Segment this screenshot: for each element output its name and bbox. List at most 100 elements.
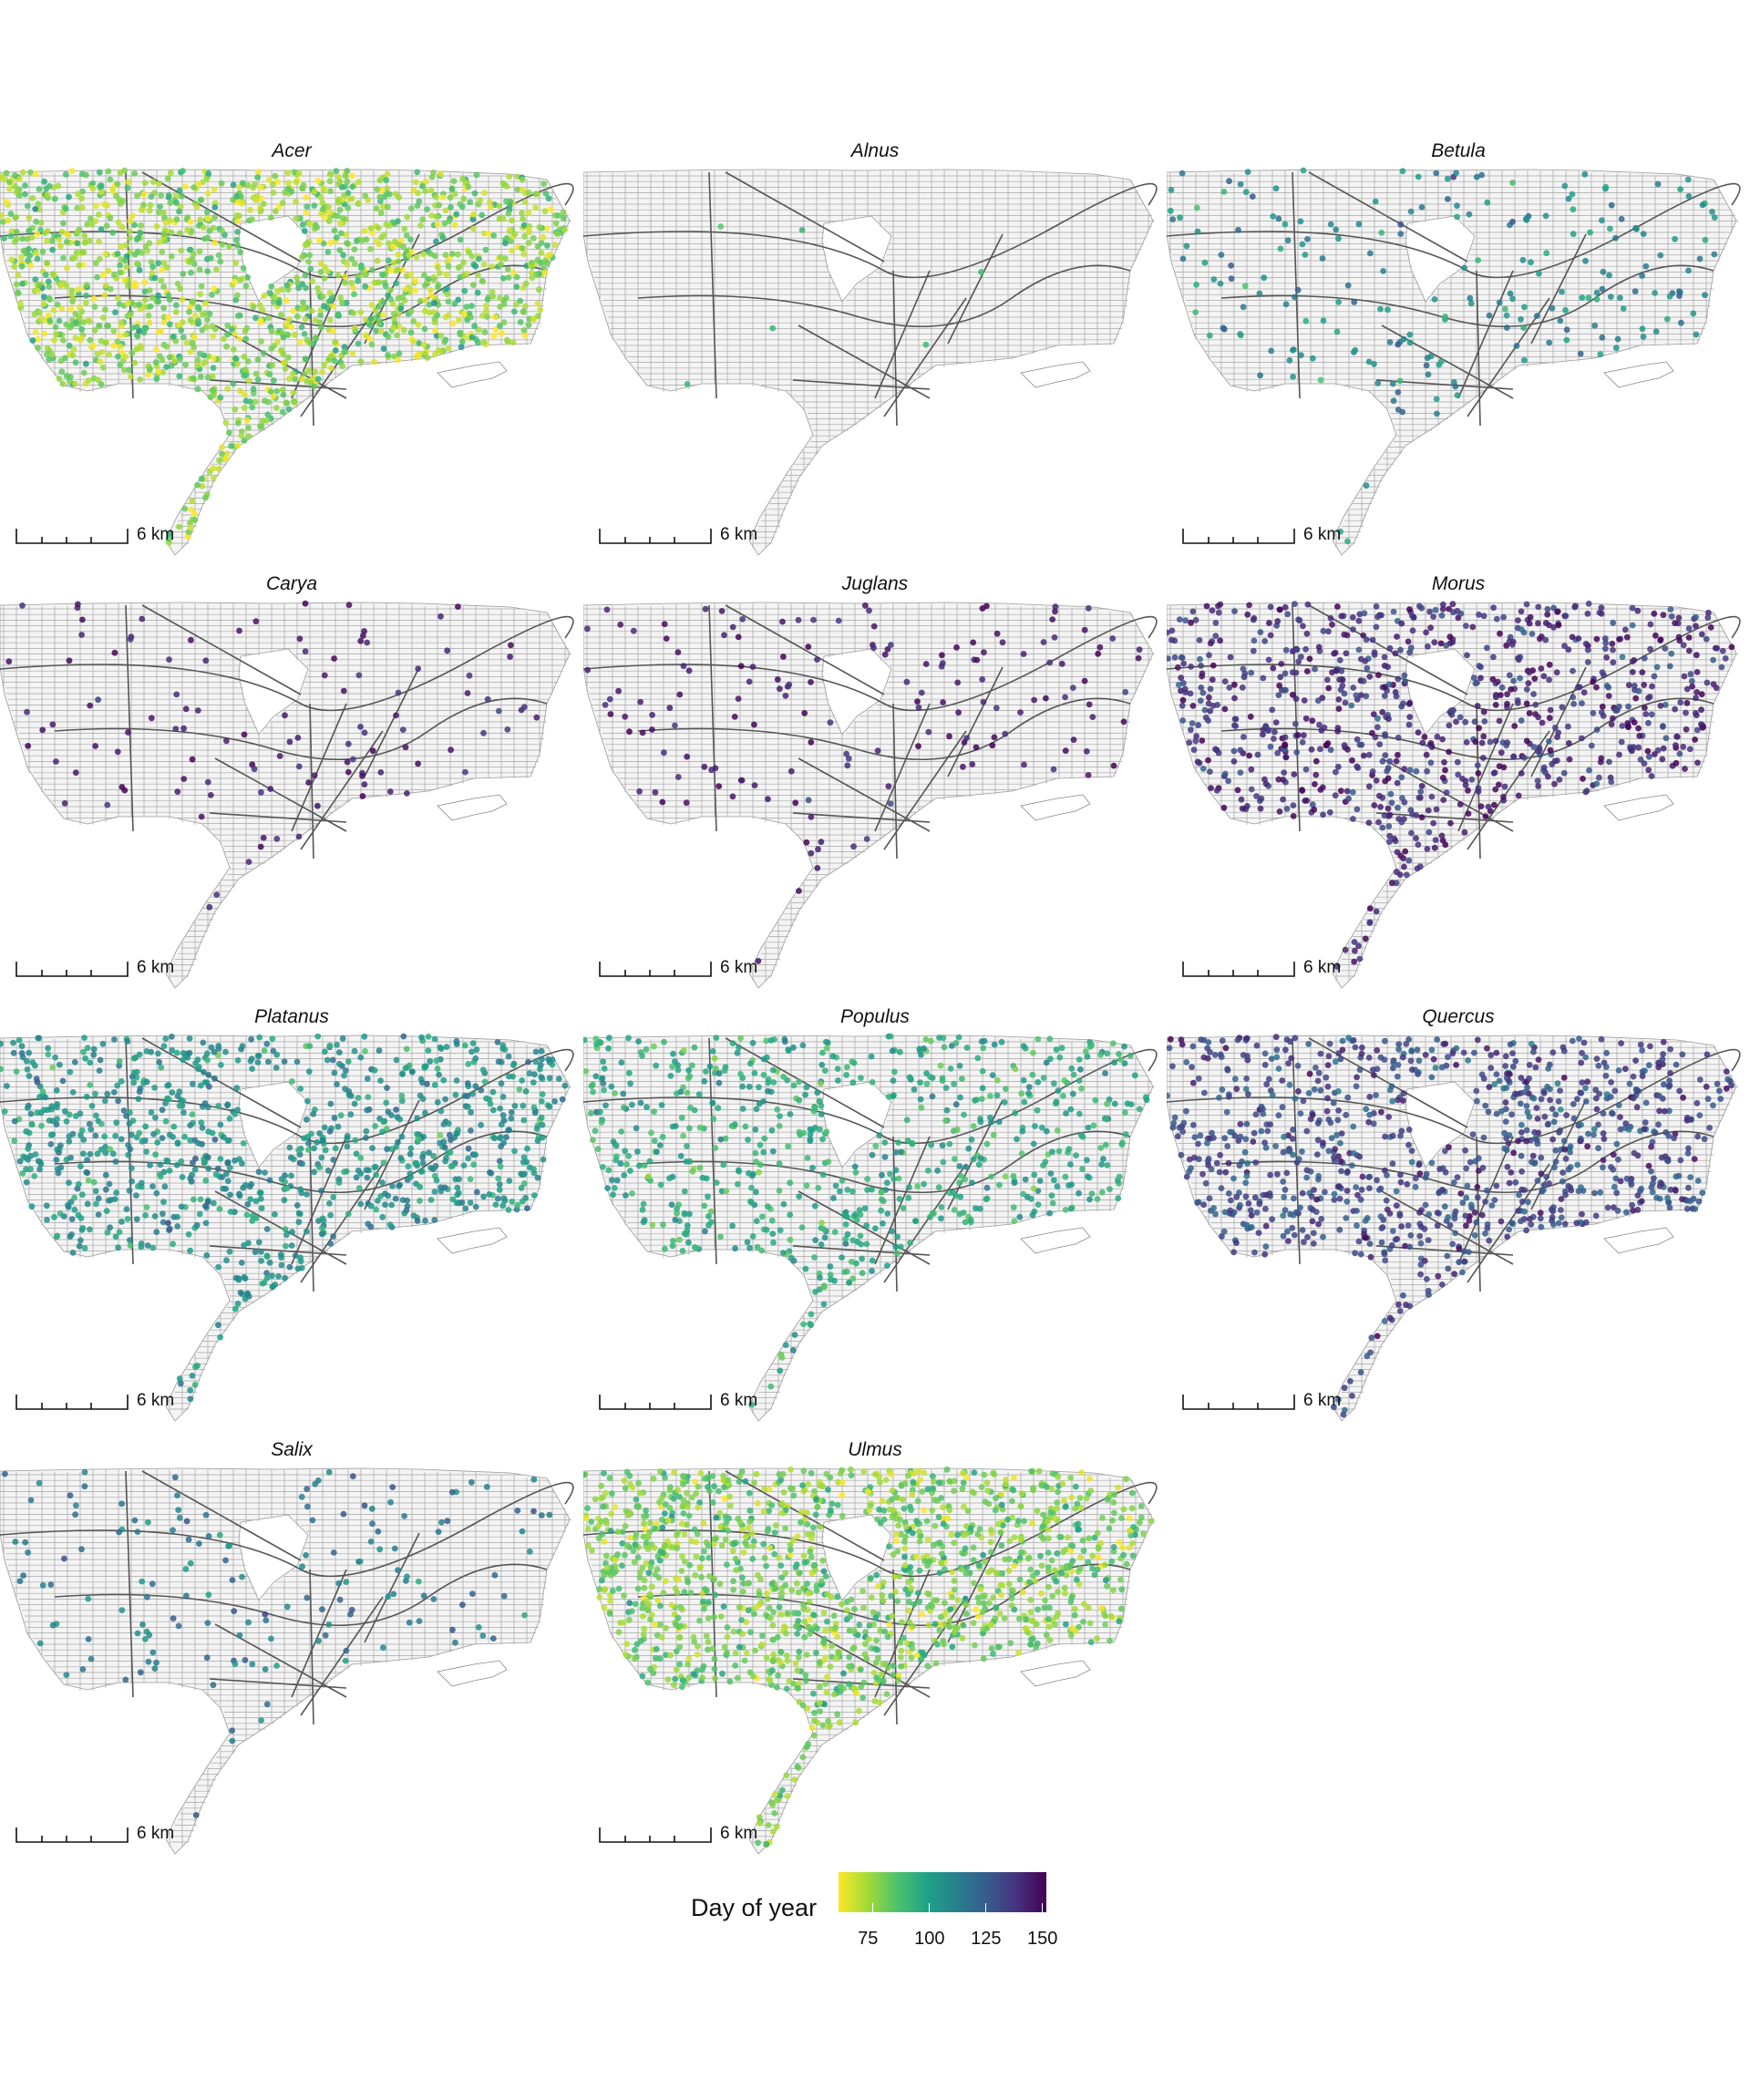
tree-point: [1563, 326, 1570, 334]
tree-point: [1455, 771, 1462, 778]
tree-point: [106, 351, 113, 358]
tree-point: [818, 1061, 826, 1068]
tree-point: [426, 301, 433, 308]
tree-point: [1262, 1205, 1269, 1212]
tree-point: [1265, 727, 1271, 735]
tree-point: [1373, 603, 1380, 610]
tree-point: [3, 170, 10, 177]
tree-point: [592, 1073, 600, 1080]
tree-point: [421, 282, 428, 289]
tree-point: [861, 602, 869, 609]
tree-point: [701, 763, 708, 770]
tree-point: [129, 1165, 135, 1171]
tree-point: [1540, 673, 1548, 680]
tree-point: [6, 186, 13, 192]
tree-point: [525, 226, 532, 233]
tree-point: [651, 1043, 657, 1050]
tree-point: [157, 1161, 164, 1168]
tree-point: [92, 1188, 99, 1195]
tree-point: [186, 308, 193, 315]
tree-point: [125, 729, 131, 736]
tree-point: [884, 646, 891, 653]
major-road: [364, 1099, 420, 1210]
tree-point: [1605, 684, 1612, 691]
tree-point: [283, 1242, 289, 1250]
major-road: [798, 324, 931, 399]
tree-point: [1049, 1199, 1056, 1207]
tree-point: [1421, 734, 1428, 740]
tree-point: [805, 797, 812, 804]
tree-point: [357, 724, 364, 730]
tree-point: [1610, 715, 1616, 722]
tree-point: [1693, 652, 1700, 659]
tree-point: [1371, 361, 1377, 367]
tree-point: [20, 247, 27, 254]
tree-point: [465, 1104, 471, 1110]
tree-point: [448, 746, 454, 754]
tree-point: [293, 179, 300, 186]
tree-point: [414, 1115, 420, 1122]
tree-point: [784, 1076, 791, 1084]
tree-point: [72, 359, 79, 366]
tree-point: [44, 260, 50, 266]
tree-point: [163, 364, 170, 370]
tree-point: [670, 1050, 676, 1057]
tree-point: [979, 1067, 986, 1075]
tree-point: [90, 1045, 98, 1053]
tree-point: [1363, 1106, 1370, 1113]
tree-point: [189, 339, 196, 346]
tree-point: [187, 316, 194, 324]
tree-point: [63, 230, 70, 237]
tree-point: [330, 1194, 337, 1200]
tree-point: [357, 1155, 365, 1161]
tree-point: [174, 1093, 181, 1099]
tree-point: [1111, 1059, 1117, 1066]
tree-point: [1547, 746, 1554, 754]
scale-bar: [1182, 962, 1295, 977]
tree-point: [818, 839, 825, 846]
tree-point: [294, 735, 302, 741]
tree-point: [879, 1171, 885, 1179]
tree-point: [844, 1230, 851, 1238]
major-road: [1381, 1190, 1514, 1265]
tree-point: [273, 1051, 281, 1058]
tree-point: [187, 1137, 194, 1144]
tree-point: [364, 1174, 371, 1181]
tree-point: [757, 1141, 764, 1148]
major-road: [54, 697, 548, 761]
tree-point: [269, 1272, 275, 1280]
tree-point: [1640, 231, 1647, 237]
tree-point: [44, 345, 51, 352]
tree-point: [415, 321, 422, 328]
tree-point: [165, 314, 171, 321]
tree-point: [257, 1189, 264, 1197]
tree-point: [245, 377, 252, 385]
tree-point: [344, 178, 351, 185]
tree-point: [163, 264, 170, 271]
tree-point: [1250, 647, 1257, 654]
tree-point: [129, 1178, 136, 1185]
tree-point: [66, 1179, 72, 1186]
tree-point: [422, 296, 428, 304]
tree-point: [422, 178, 429, 185]
tree-point: [1301, 697, 1308, 704]
tree-point: [244, 358, 252, 365]
tree-point: [159, 1107, 166, 1114]
tree-point: [328, 365, 335, 372]
tree-point: [1540, 764, 1548, 771]
tree-point: [422, 1109, 428, 1117]
tree-point: [390, 324, 397, 331]
tree-point: [1400, 335, 1407, 343]
tree-point: [1654, 180, 1662, 188]
tree-point: [160, 1210, 166, 1218]
tree-point: [345, 602, 353, 609]
tree-point: [120, 1107, 128, 1114]
tree-point: [170, 1240, 177, 1248]
tree-point: [458, 203, 466, 211]
tree-point: [1335, 299, 1342, 305]
tree-point: [27, 169, 34, 176]
tree-point: [433, 213, 440, 221]
tree-point: [1264, 1127, 1271, 1135]
tree-point: [1344, 282, 1352, 289]
tree-point: [779, 1250, 787, 1256]
